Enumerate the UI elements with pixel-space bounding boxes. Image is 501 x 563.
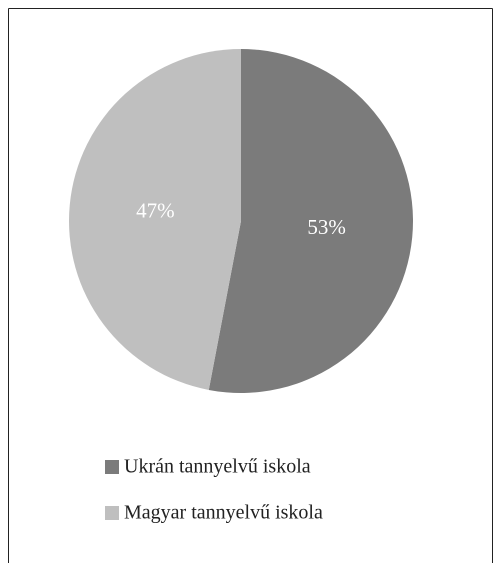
slice-label: 53%: [307, 215, 346, 239]
legend-label: Ukrán tannyelvű iskola: [124, 456, 311, 478]
pie-slice: [69, 49, 241, 390]
pie-slice: [208, 49, 414, 393]
legend-swatch: [105, 460, 119, 474]
slice-label: 47%: [136, 199, 175, 223]
legend-swatch: [105, 506, 119, 520]
legend-label: Magyar tannyelvű iskola: [124, 502, 323, 524]
frame: [8, 8, 493, 563]
